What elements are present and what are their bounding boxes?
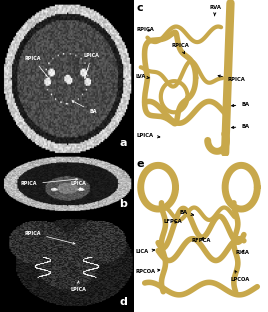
Text: RPICA: RPICA: [25, 56, 49, 79]
Text: RVA: RVA: [209, 5, 221, 16]
Text: LPICA: LPICA: [70, 182, 86, 189]
Text: RPCOA: RPCOA: [135, 269, 160, 274]
Text: LPCOA: LPCOA: [230, 271, 250, 282]
Text: RPICA: RPICA: [218, 75, 246, 82]
Text: RPICA: RPICA: [25, 231, 75, 244]
Text: BA: BA: [72, 101, 96, 114]
Text: LICA: LICA: [135, 249, 154, 254]
Text: BA: BA: [232, 102, 249, 107]
Text: LVA: LVA: [135, 74, 149, 79]
Text: LPICA: LPICA: [84, 53, 100, 79]
Text: e: e: [137, 159, 144, 169]
Text: BA: BA: [232, 124, 249, 129]
Text: RICA: RICA: [236, 250, 250, 255]
Text: LPICA: LPICA: [70, 281, 86, 291]
Text: RPICA: RPICA: [137, 27, 155, 32]
Text: LFPCA: LFPCA: [163, 219, 182, 224]
Text: RFPCA: RFPCA: [192, 238, 211, 243]
Text: BA: BA: [180, 210, 193, 215]
Text: LPICA: LPICA: [137, 133, 160, 138]
Text: a: a: [120, 138, 127, 148]
Text: c: c: [137, 3, 143, 13]
Text: RPICA: RPICA: [172, 43, 189, 54]
Text: b: b: [120, 199, 127, 209]
Text: RPICA: RPICA: [21, 178, 77, 187]
Text: d: d: [120, 297, 127, 307]
